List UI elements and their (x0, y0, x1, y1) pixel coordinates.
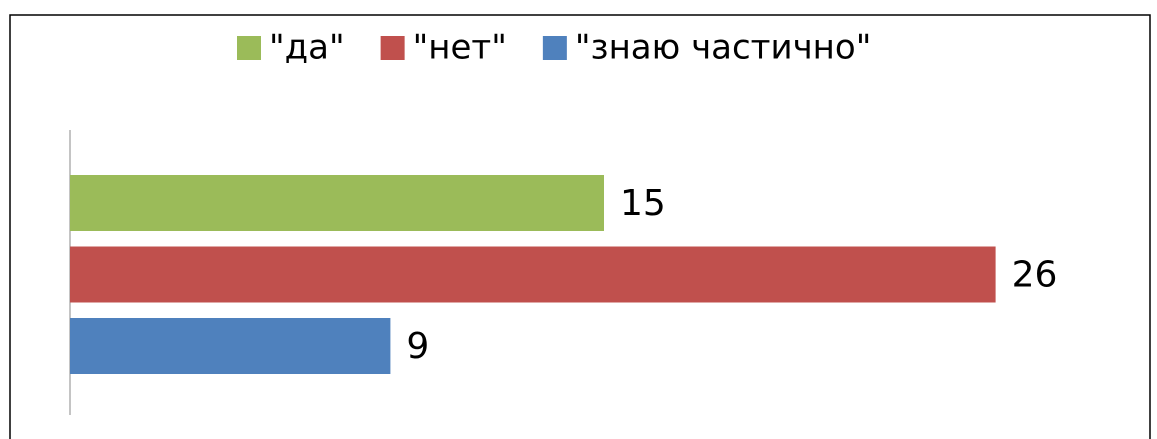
bar (70, 318, 391, 374)
bar (70, 175, 604, 231)
bar (70, 246, 996, 303)
legend-label: "знаю частично" (575, 28, 872, 68)
legend-swatch (237, 36, 261, 60)
legend-swatch (542, 36, 567, 60)
legend-label: "да" (269, 28, 345, 68)
data-label: 15 (620, 183, 666, 224)
legend-label: "нет" (413, 28, 507, 68)
legend-swatch (380, 36, 405, 60)
data-label: 26 (1012, 255, 1058, 296)
data-label: 9 (406, 326, 429, 367)
